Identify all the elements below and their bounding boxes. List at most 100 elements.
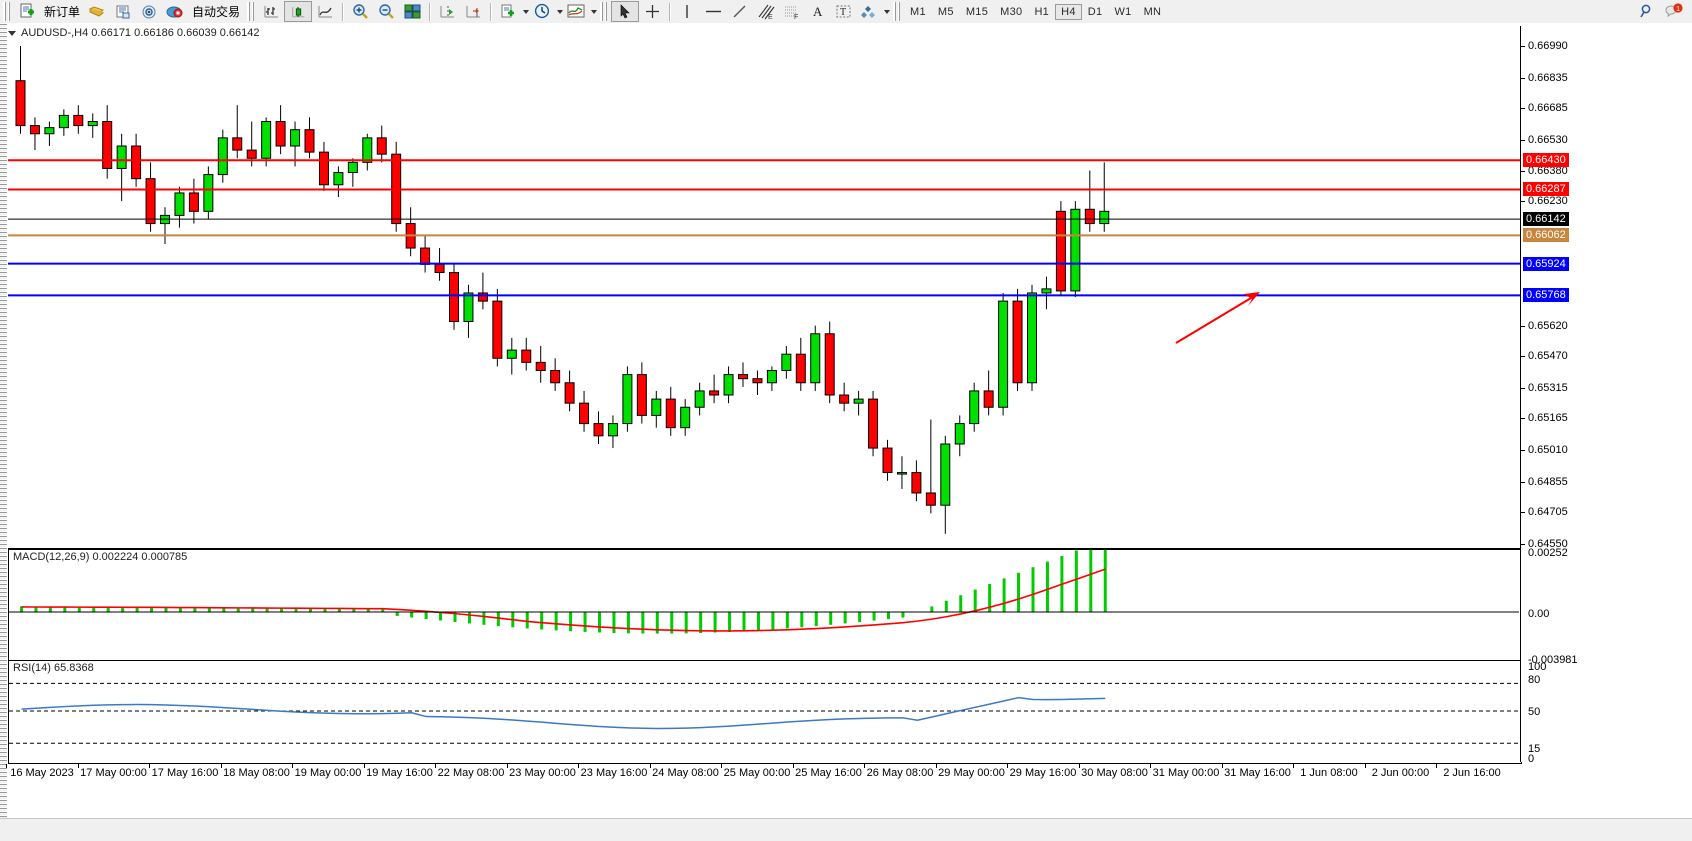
chevron-down-icon-2[interactable]	[557, 9, 564, 14]
bar-chart-icon[interactable]	[258, 1, 284, 22]
toolbar-grip[interactable]	[3, 2, 11, 21]
time-tick-label: 19 May 00:00	[294, 767, 362, 779]
timeframe-mn[interactable]: MN	[1143, 5, 1162, 18]
toolbar-grip-2[interactable]	[247, 2, 256, 21]
price-level-tag[interactable]: 0.65924	[1523, 256, 1569, 271]
price-tick-label: 0.65010	[1528, 444, 1568, 457]
time-tick	[864, 764, 865, 768]
price-tick	[1521, 512, 1525, 514]
symbol-info-row: AUDUSD-,H4 0.66171 0.66186 0.66039 0.661…	[8, 27, 260, 39]
time-axis[interactable]: 16 May 2023 17 May 00:00 17 May 16:00 18 Ma…	[6, 763, 1520, 784]
indicator-tick-label: 50	[1528, 706, 1541, 718]
candlestick-icon[interactable]	[284, 1, 313, 22]
time-tick-label: 29 May 00:00	[938, 767, 1005, 779]
chart-menu-caret-icon[interactable]	[8, 30, 16, 36]
new-chart-icon[interactable]	[495, 1, 521, 22]
timeframe-h4[interactable]: H4	[1055, 3, 1082, 20]
notifications-icon[interactable]: 1	[1660, 1, 1686, 22]
chevron-down-icon-4[interactable]	[884, 9, 891, 14]
indicator-tick-label: 15	[1528, 743, 1541, 755]
notification-count: 1	[1675, 4, 1679, 13]
svg-text:A: A	[813, 4, 823, 19]
line-chart-icon[interactable]	[312, 1, 338, 22]
indicator-tick-label: 0.00	[1528, 608, 1550, 620]
price-tick	[1521, 46, 1525, 47]
timeframe-w1[interactable]: W1	[1114, 5, 1132, 18]
price-level-tag[interactable]: 0.66062	[1523, 228, 1569, 243]
price-level-tag[interactable]: 0.66142	[1523, 212, 1569, 227]
chart-shift-icon[interactable]	[434, 1, 460, 22]
price-tick-label: 0.64855	[1528, 475, 1568, 488]
time-tick	[220, 764, 222, 768]
text-label-icon[interactable]: A	[804, 1, 830, 22]
templates-icon[interactable]	[563, 1, 589, 22]
expert-advisor-icon[interactable]	[162, 1, 188, 22]
time-tick-label: 31 May 16:00	[1224, 767, 1291, 779]
price-pane[interactable]	[8, 26, 1520, 549]
search-icon[interactable]	[1634, 1, 1660, 22]
price-level-tag[interactable]: 0.65768	[1523, 288, 1569, 303]
price-tick	[1521, 356, 1525, 358]
timeframe-m30[interactable]: M30	[1000, 5, 1023, 18]
price-axis[interactable]: 0.66990 0.66835 0.66685 0.66530 0.66380 0.662…	[1520, 26, 1692, 765]
data-window-icon[interactable]	[110, 1, 136, 22]
toolbar-grip-3[interactable]	[600, 2, 609, 21]
price-tick-label: 0.64705	[1528, 506, 1568, 519]
price-level-tag[interactable]: 0.66430	[1523, 153, 1569, 168]
text-icon[interactable]: T	[830, 1, 856, 22]
period-icon[interactable]	[529, 1, 555, 22]
time-tick	[792, 764, 794, 768]
time-tick-label: 19 May 16:00	[366, 767, 433, 779]
macd-label: MACD(12,26,9) 0.002224 0.000785	[13, 551, 188, 563]
timeframe-h1[interactable]: H1	[1034, 5, 1050, 18]
price-tick	[1521, 450, 1525, 452]
chart-left-grip[interactable]	[0, 23, 7, 818]
time-tick	[721, 764, 722, 768]
time-tick-label: 25 May 00:00	[723, 767, 791, 779]
navigator-icon[interactable]	[136, 1, 162, 22]
price-tick	[1521, 139, 1525, 141]
time-tick-label: 1 Jun 08:00	[1300, 767, 1358, 779]
time-tick-label: 16 May 2023	[10, 767, 74, 779]
horizontal-line-icon[interactable]	[700, 1, 726, 22]
horizontal-scrollbar[interactable]	[0, 818, 1692, 841]
svg-text:E: E	[768, 14, 773, 20]
time-tick-label: 31 May 00:00	[1152, 767, 1220, 779]
equidistant-channel-icon[interactable]: E	[752, 1, 778, 22]
time-tick-label: 23 May 16:00	[580, 767, 648, 779]
new-order-label[interactable]: 新订单	[44, 5, 81, 19]
new-order-icon[interactable]	[14, 1, 40, 22]
fibonacci-icon[interactable]: F	[778, 1, 804, 22]
timeframe-m1[interactable]: M1	[910, 5, 926, 18]
time-tick-label: 22 May 08:00	[437, 767, 505, 779]
autotrade-label[interactable]: 自动交易	[192, 5, 241, 19]
shapes-icon[interactable]	[856, 1, 882, 22]
zoom-in-icon[interactable]	[347, 1, 373, 22]
time-tick-label: 18 May 08:00	[223, 767, 290, 779]
crosshair-icon[interactable]	[639, 1, 665, 22]
macd-pane[interactable]: MACD(12,26,9) 0.002224 0.000785	[8, 549, 1522, 661]
chevron-down-icon-3[interactable]	[591, 9, 598, 14]
time-tick	[1221, 764, 1223, 768]
price-level-tag[interactable]: 0.66287	[1523, 182, 1569, 197]
tile-windows-icon[interactable]	[399, 1, 425, 22]
bullish-arrow	[1175, 292, 1260, 344]
timeframe-m5[interactable]: M5	[937, 5, 954, 18]
indicator-tick-label: 0.00252	[1528, 547, 1568, 559]
zoom-out-icon[interactable]	[373, 1, 399, 22]
timeframe-m15[interactable]: M15	[965, 5, 989, 18]
folder-icon[interactable]	[84, 1, 110, 22]
price-tick-label: 0.66230	[1528, 195, 1568, 208]
time-tick	[578, 764, 579, 768]
timeframe-d1[interactable]: D1	[1087, 5, 1103, 18]
vertical-line-icon[interactable]	[674, 1, 700, 22]
time-tick-label: 24 May 08:00	[652, 767, 719, 779]
time-tick	[506, 764, 508, 768]
trendline-icon[interactable]	[726, 1, 752, 22]
chevron-down-icon[interactable]	[523, 9, 530, 14]
svg-text:T: T	[840, 7, 846, 18]
chart-autoscroll-icon[interactable]	[460, 1, 486, 22]
cursor-icon[interactable]	[611, 1, 640, 22]
rsi-pane[interactable]: RSI(14) 65.8368	[8, 660, 1522, 764]
toolbar-grip-4[interactable]	[893, 2, 902, 21]
